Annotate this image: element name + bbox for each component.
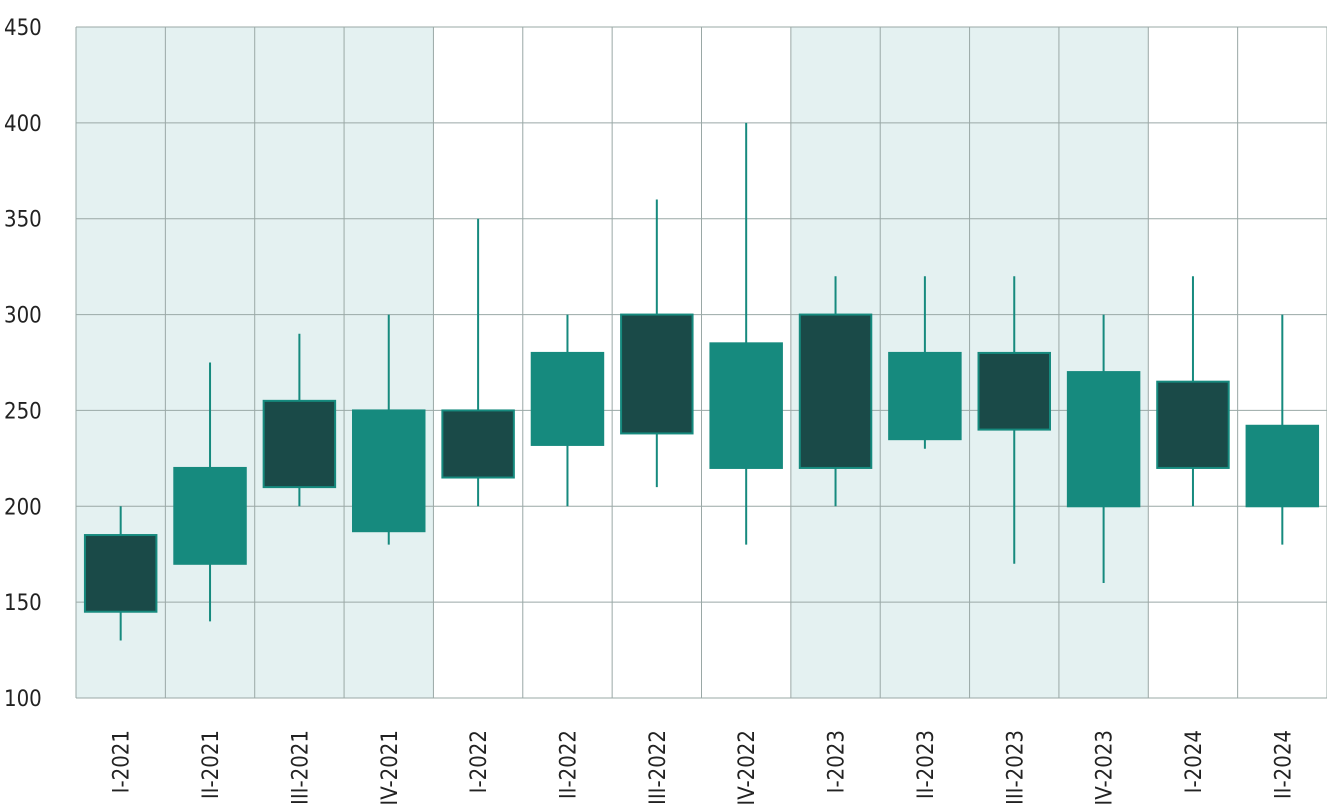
x-tick-label: II-2023 [914, 730, 939, 799]
candle-body [1245, 424, 1320, 508]
candle-body [83, 534, 158, 613]
x-tick-label: I-2023 [825, 730, 850, 793]
candle-body [352, 409, 426, 533]
y-tick-label: 250 [4, 399, 42, 424]
y-tick-label: 450 [4, 16, 42, 41]
x-tick-label: IV-2022 [735, 730, 760, 806]
y-tick-label: 350 [4, 208, 42, 233]
y-tick-label: 400 [4, 112, 42, 137]
candle-body [798, 313, 873, 469]
x-tick-label: III-2022 [646, 730, 671, 805]
candle-body [709, 342, 783, 469]
x-tick-label: II-2024 [1271, 730, 1296, 799]
x-tick-label: I-2022 [467, 730, 492, 793]
y-tick-label: 150 [4, 591, 42, 616]
y-tick-label: 200 [4, 495, 42, 520]
candle-body [530, 351, 605, 446]
x-tick-label: II-2021 [199, 730, 224, 799]
x-tick-label: III-2021 [288, 730, 313, 805]
x-tick-label: II-2022 [556, 730, 581, 799]
y-tick-label: 100 [4, 687, 42, 712]
candle-body [1066, 371, 1141, 508]
candle-body [620, 313, 694, 435]
candle-body [441, 409, 515, 479]
candle-body [1156, 380, 1230, 469]
x-tick-label: IV-2021 [378, 730, 403, 806]
candle-body [262, 399, 337, 489]
candle-body [173, 466, 247, 565]
candle-body [977, 351, 1051, 431]
x-tick-label: I-2024 [1182, 730, 1207, 793]
candle-body [888, 351, 962, 441]
x-tick-label: IV-2023 [1093, 730, 1118, 806]
x-tick-label: I-2021 [110, 730, 135, 793]
y-tick-label: 300 [4, 304, 42, 329]
x-tick-label: III-2023 [1003, 730, 1028, 805]
